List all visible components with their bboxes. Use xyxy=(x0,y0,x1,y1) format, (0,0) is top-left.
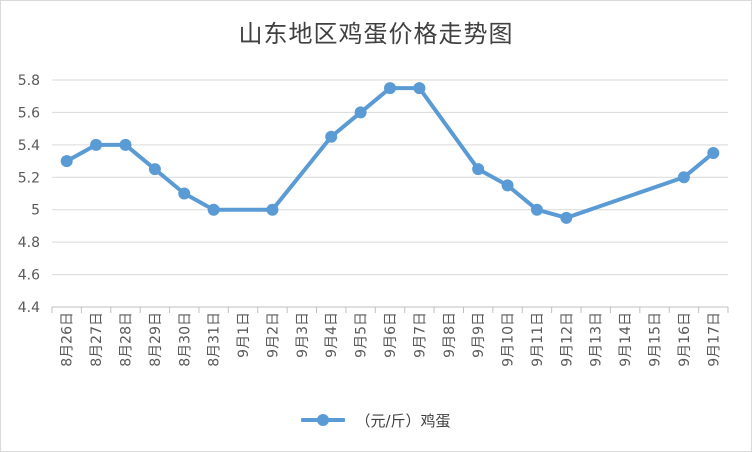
data-point xyxy=(207,203,220,216)
data-point xyxy=(325,130,338,143)
data-point xyxy=(60,155,73,168)
x-tick-label: 9月13日 xyxy=(589,312,605,367)
data-point xyxy=(148,163,161,176)
data-point xyxy=(266,203,279,216)
x-tick-label: 9月16日 xyxy=(677,312,693,367)
legend-label: （元/斤）鸡蛋 xyxy=(355,411,451,430)
x-tick-label: 9月17日 xyxy=(706,312,722,367)
y-tick-label: 5.6 xyxy=(18,105,40,121)
x-tick-label: 9月7日 xyxy=(412,312,428,358)
x-tick-label: 9月2日 xyxy=(265,312,281,358)
data-point xyxy=(472,163,485,176)
data-point xyxy=(354,106,367,119)
data-point xyxy=(90,138,103,151)
x-tick-label: 8月28日 xyxy=(118,312,134,367)
legend: （元/斤）鸡蛋 xyxy=(0,407,752,433)
x-tick-label: 8月31日 xyxy=(207,312,223,367)
data-point xyxy=(119,138,132,151)
x-tick-label: 9月11日 xyxy=(530,312,546,367)
x-tick-label: 9月1日 xyxy=(236,312,252,358)
legend-dot-marker xyxy=(317,414,330,426)
data-point xyxy=(530,203,543,216)
x-tick-label: 8月27日 xyxy=(89,312,105,367)
y-tick-label: 4.8 xyxy=(18,235,40,251)
data-point xyxy=(413,82,426,95)
x-tick-label: 9月15日 xyxy=(648,312,664,367)
x-tick-label: 8月26日 xyxy=(60,312,76,367)
y-tick-label: 5.2 xyxy=(18,170,40,186)
x-tick-label: 9月5日 xyxy=(354,312,370,358)
chart-title: 山东地区鸡蛋价格走势图 xyxy=(238,20,514,48)
data-point xyxy=(560,211,573,224)
series-line xyxy=(64,86,716,220)
legend-line-marker xyxy=(301,414,346,426)
x-tick-label: 8月29日 xyxy=(148,312,164,367)
x-tick-label: 9月6日 xyxy=(383,312,399,358)
y-tick-label: 5.8 xyxy=(18,73,40,89)
x-tick-label: 9月3日 xyxy=(295,312,311,358)
x-tick-label: 9月8日 xyxy=(442,312,458,358)
data-point xyxy=(501,179,514,192)
data-point xyxy=(384,82,396,95)
data-point xyxy=(178,187,191,200)
x-tick-label: 9月10日 xyxy=(501,312,517,367)
x-tick-label: 9月14日 xyxy=(618,312,634,367)
y-tick-label: 5 xyxy=(31,203,40,219)
data-point xyxy=(677,171,690,184)
y-tick-label: 5.4 xyxy=(18,138,40,154)
x-tick-label: 9月4日 xyxy=(324,312,340,358)
y-tick-label: 4.4 xyxy=(18,300,40,316)
x-tick-label: 9月12日 xyxy=(559,312,575,367)
x-tick-label: 8月30日 xyxy=(177,312,193,367)
x-tick-label: 9月9日 xyxy=(471,312,487,358)
y-tick-label: 4.6 xyxy=(18,268,40,284)
data-point xyxy=(707,146,720,159)
